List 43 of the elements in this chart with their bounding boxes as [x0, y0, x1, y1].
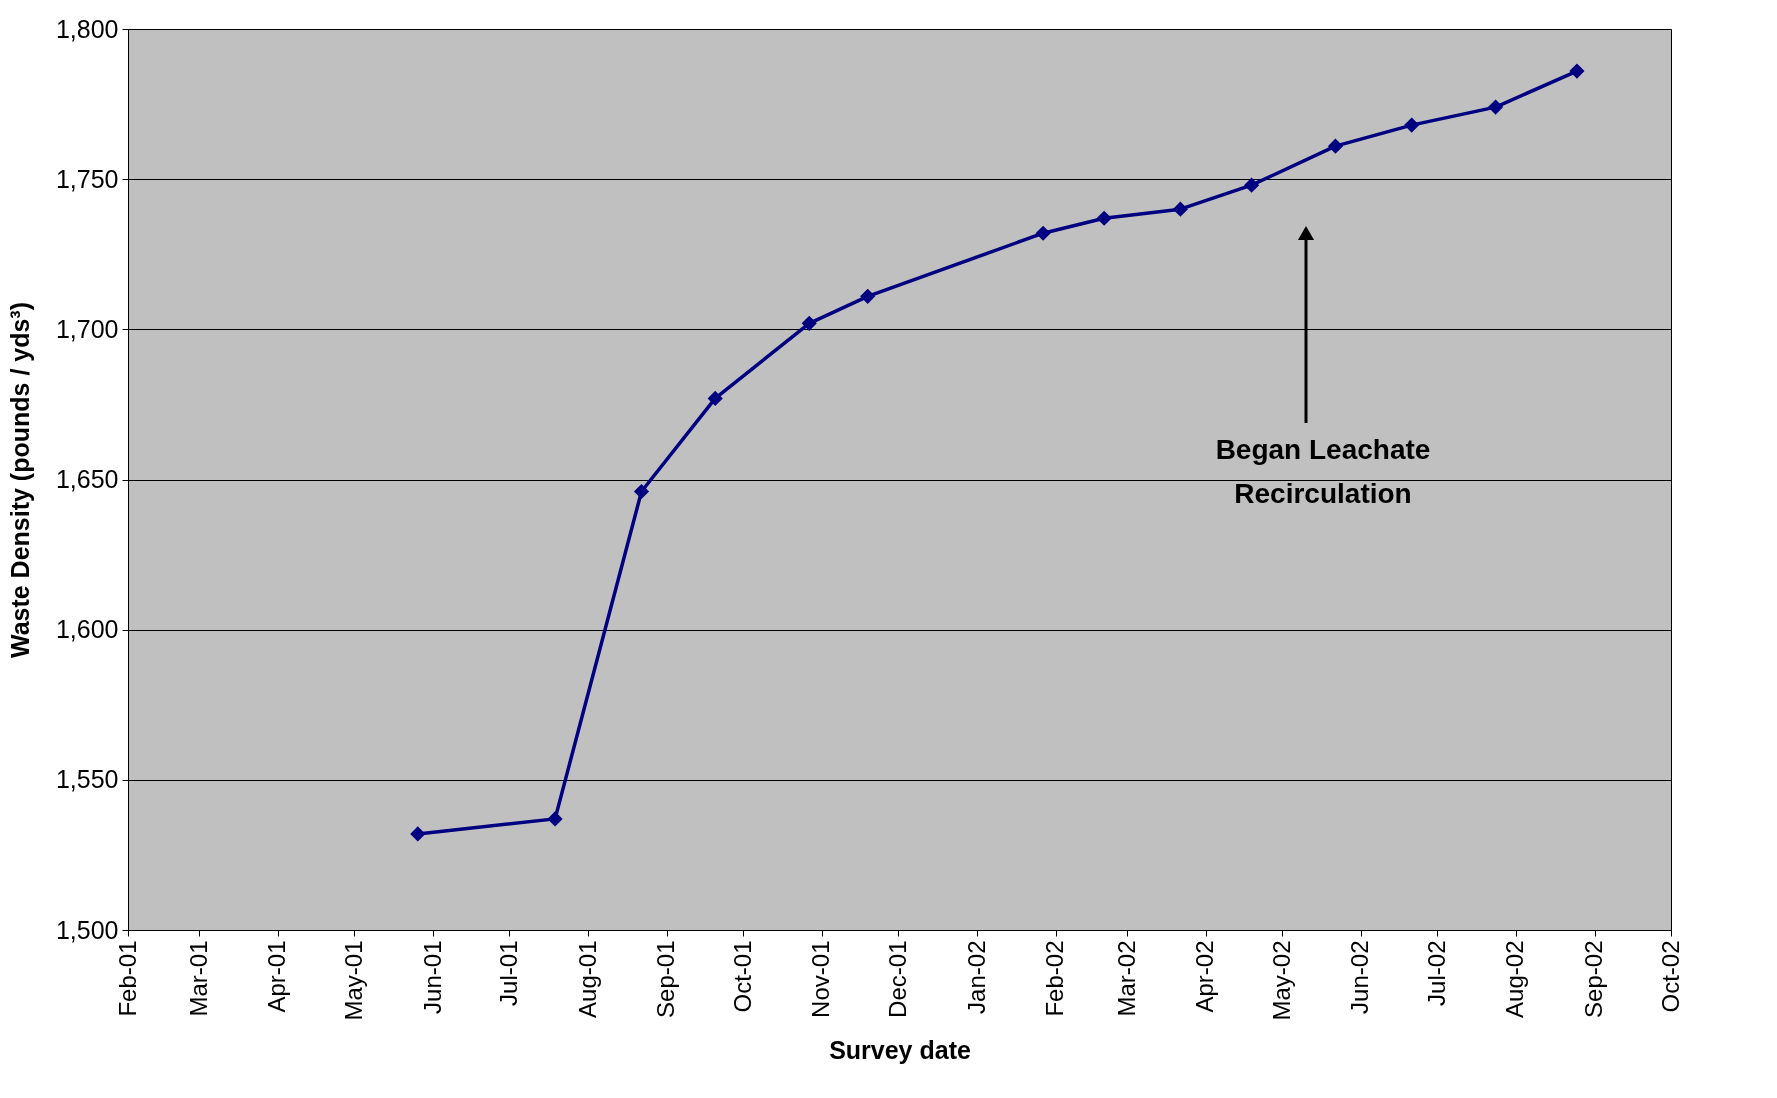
point: [547, 811, 563, 827]
x-tick-label: Apr-02: [1191, 940, 1219, 1013]
y-tick-label: 1,600: [55, 615, 119, 644]
y-tick-label: 1,650: [55, 465, 119, 493]
point: [1172, 201, 1188, 217]
x-tick-label: Nov-01: [807, 940, 835, 1018]
point: [1035, 225, 1051, 241]
x-tick-label: Mar-02: [1112, 940, 1140, 1017]
x-tick-label: Feb-02: [1041, 940, 1069, 1017]
x-tick-label: Aug-02: [1501, 940, 1529, 1018]
y-tick-label: 1,700: [55, 314, 119, 343]
x-tick-label: Jul-02: [1422, 940, 1450, 1006]
point: [707, 390, 723, 406]
annotation: Began Leachate Recirculation: [1215, 434, 1431, 509]
x-tick-label: May-01: [339, 940, 367, 1021]
x-tick-label: May-02: [1267, 940, 1295, 1021]
point: [1569, 63, 1585, 79]
x-tick-label: Jun-01: [418, 940, 446, 1014]
x-tick-label: Aug-01: [573, 940, 601, 1018]
y-tick-label: 1,800: [55, 14, 119, 43]
x-tick-label: Oct-02: [1656, 940, 1684, 1013]
point: [860, 288, 876, 304]
point: [1488, 99, 1504, 115]
y-axis-title: Waste Density (pounds / yds³): [5, 301, 34, 659]
x-tick-label: Apr-01: [263, 940, 291, 1013]
x-tick-label: Sep-01: [652, 940, 680, 1018]
x-tick-label: Jul-01: [494, 940, 522, 1006]
x-tick-label: Oct-01: [728, 940, 756, 1013]
y-tick-label: 1,550: [55, 765, 119, 794]
x-tick-label: Dec-01: [883, 940, 911, 1018]
point: [1404, 117, 1420, 133]
point: [1243, 177, 1260, 193]
point: [1096, 210, 1112, 226]
point: [410, 826, 426, 842]
point: [801, 315, 817, 331]
y-tick-label: 1,750: [55, 164, 119, 193]
x-tick-label: Sep-02: [1580, 940, 1608, 1018]
point: [633, 483, 650, 500]
x-tick-label: Mar-01: [184, 940, 212, 1017]
x-tick-label: Jan-02: [962, 940, 990, 1014]
point: [1327, 138, 1344, 154]
x-axis-title: Survey date: [829, 1035, 971, 1064]
x-tick-label: Jun-02: [1346, 940, 1374, 1014]
